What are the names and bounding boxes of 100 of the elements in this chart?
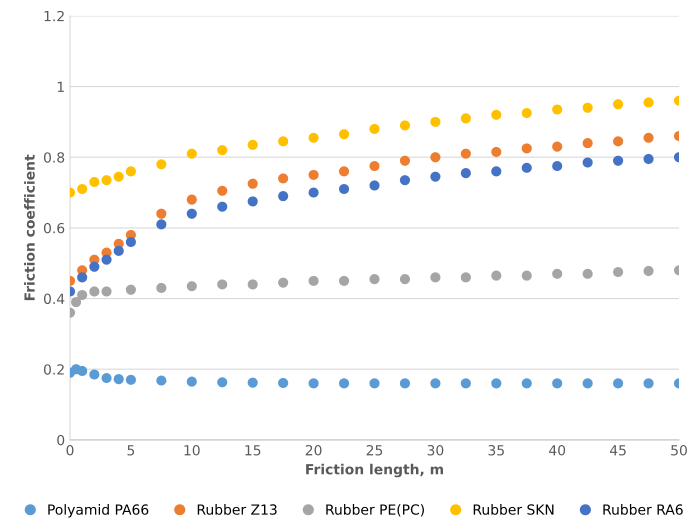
point — [643, 132, 654, 143]
point — [89, 176, 100, 188]
point — [186, 148, 197, 159]
point — [308, 170, 319, 180]
point — [460, 378, 471, 388]
point — [460, 168, 471, 178]
point — [613, 266, 624, 278]
point — [552, 142, 562, 152]
y-tick-label: 1.2 — [44, 10, 64, 22]
point — [308, 132, 319, 143]
point — [369, 124, 380, 134]
point — [430, 152, 440, 162]
x-tick-label: 20 — [306, 445, 322, 456]
point — [522, 143, 532, 154]
point — [186, 376, 197, 387]
point — [89, 286, 100, 297]
x-tick-label: 40 — [549, 445, 566, 456]
point — [217, 377, 228, 388]
x-tick-label: 45 — [610, 445, 626, 456]
point — [369, 378, 380, 388]
point — [552, 378, 562, 388]
point — [400, 175, 410, 186]
point — [400, 120, 410, 131]
point — [126, 236, 136, 248]
point — [430, 272, 440, 282]
point — [156, 208, 166, 219]
x-tick-label: 5 — [128, 445, 134, 456]
point — [248, 279, 258, 290]
point — [582, 102, 593, 113]
point — [643, 266, 654, 276]
point — [278, 136, 288, 146]
y-tick-label: 0.4 — [44, 294, 64, 304]
point — [430, 116, 440, 127]
point — [101, 372, 112, 384]
point — [217, 279, 228, 290]
point — [582, 157, 593, 168]
point — [217, 186, 228, 196]
point — [369, 180, 380, 191]
point — [156, 159, 166, 170]
point — [186, 194, 197, 205]
x-tick-label: 30 — [428, 445, 444, 456]
point — [491, 110, 502, 120]
legend-label: Polyamid PA66 — [48, 504, 148, 518]
point — [126, 374, 136, 385]
point — [582, 378, 593, 388]
point — [71, 297, 82, 308]
point — [613, 378, 624, 388]
point — [278, 378, 288, 388]
point — [522, 108, 532, 118]
x-axis-title: Friction length, m — [306, 464, 444, 478]
point — [77, 290, 88, 300]
point — [338, 129, 350, 140]
point — [643, 378, 654, 388]
y-tick-label: 1 — [58, 82, 64, 92]
point — [156, 375, 166, 386]
legend-label: Rubber SKN — [474, 504, 554, 515]
point — [522, 162, 532, 173]
point — [582, 138, 593, 148]
point — [156, 219, 166, 230]
point — [491, 166, 502, 176]
point — [491, 146, 502, 158]
x-tick-label: 15 — [245, 445, 260, 456]
legend-label: Rubber Z13 — [198, 504, 277, 515]
point — [89, 369, 100, 380]
point — [613, 156, 624, 166]
point — [77, 366, 88, 376]
point — [248, 196, 258, 206]
point — [101, 286, 112, 297]
x-tick-label: 10 — [184, 445, 200, 456]
point — [613, 136, 624, 146]
point — [613, 99, 624, 110]
point — [89, 262, 100, 272]
y-tick-label: 0.2 — [44, 364, 64, 375]
point — [430, 378, 440, 388]
point — [491, 270, 502, 281]
point — [186, 281, 197, 292]
legend-label: Rubber PE(PC) — [326, 504, 424, 516]
point — [369, 274, 380, 284]
point — [522, 378, 532, 388]
x-tick-label: 25 — [366, 445, 382, 456]
y-tick-label: 0 — [57, 434, 64, 446]
point — [400, 378, 410, 388]
point — [308, 378, 319, 388]
point — [338, 166, 350, 176]
point — [156, 282, 166, 294]
point — [552, 268, 562, 279]
point — [491, 378, 502, 388]
point — [114, 246, 124, 256]
point — [126, 166, 136, 176]
point — [552, 160, 562, 172]
point — [217, 202, 228, 212]
point — [460, 272, 471, 282]
point — [217, 145, 228, 156]
point — [522, 270, 532, 281]
point — [186, 208, 197, 219]
x-tick-label: 50 — [671, 445, 687, 456]
point — [400, 156, 410, 166]
point — [643, 154, 654, 164]
point — [114, 374, 124, 384]
point — [460, 148, 471, 159]
